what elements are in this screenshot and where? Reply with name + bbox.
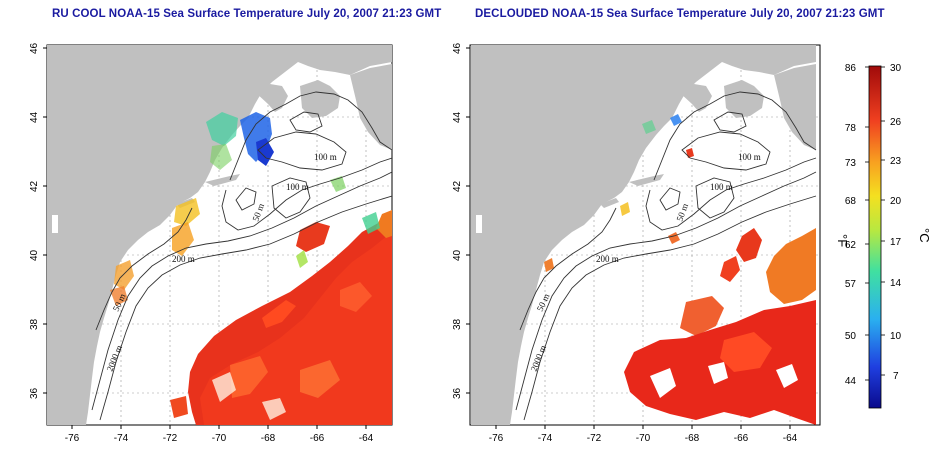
contour-label: 100 m: [286, 182, 309, 192]
fahrenheit-tick-label: 62: [845, 240, 857, 251]
celsius-tick-label: 7: [893, 371, 899, 382]
left-map: 100 m 100 m 50 m 200 m 50 m 2000 m 46 44…: [29, 42, 393, 444]
fahrenheit-unit-label: °F: [835, 234, 850, 247]
lat-tick-label: 42: [29, 180, 40, 192]
lat-tick-label: 38: [452, 318, 463, 330]
lon-tick-label: -76: [489, 433, 504, 444]
lon-tick-label: -64: [359, 433, 374, 444]
lat-tick-label: 44: [29, 111, 40, 123]
lon-tick-label: -68: [261, 433, 276, 444]
right-lat-axis: 46 44 42 40 38 36: [452, 42, 470, 399]
lat-tick-label: 36: [452, 387, 463, 399]
right-lon-axis: -76 -74 -72 -70 -68 -66 -64: [489, 425, 798, 444]
fahrenheit-tick-label: 68: [845, 196, 857, 207]
lat-tick-label: 44: [452, 111, 463, 123]
celsius-tick-label: 20: [890, 196, 902, 207]
lon-tick-label: -72: [163, 433, 178, 444]
lat-tick-label: 40: [29, 249, 40, 261]
lon-tick-label: -74: [114, 433, 129, 444]
celsius-tick-label: 23: [890, 156, 902, 167]
lat-tick-label: 36: [29, 387, 40, 399]
contour-label: 100 m: [710, 182, 733, 192]
right-sst-warm: [544, 228, 816, 425]
celsius-tick-label: 14: [890, 278, 902, 289]
celsius-tick-label: 10: [890, 331, 902, 342]
celsius-unit-label: °C: [917, 228, 932, 243]
left-map-title: RU COOL NOAA-15 Sea Surface Temperature …: [52, 8, 442, 20]
lon-tick-label: -72: [587, 433, 602, 444]
lat-tick-label: 46: [452, 42, 463, 54]
contour-label: 100 m: [738, 152, 761, 162]
lon-tick-label: -68: [685, 433, 700, 444]
lon-tick-label: -66: [734, 433, 749, 444]
celsius-tick-label: 30: [890, 63, 902, 74]
left-sst-warm: [170, 210, 392, 425]
right-sst-cool: [620, 114, 694, 216]
lon-tick-label: -74: [538, 433, 553, 444]
contour-label: 200 m: [172, 254, 195, 264]
lat-tick-label: 40: [452, 249, 463, 261]
right-map-title: DECLOUDED NOAA-15 Sea Surface Temperatur…: [475, 8, 885, 20]
celsius-tick-label: 17: [890, 237, 902, 248]
lat-tick-label: 42: [452, 180, 463, 192]
fahrenheit-tick-label: 44: [845, 376, 857, 387]
lon-tick-label: -70: [212, 433, 227, 444]
celsius-tick-label: 26: [890, 117, 902, 128]
left-lat-axis: 46 44 42 40 38 36: [29, 42, 47, 399]
lon-tick-label: -76: [65, 433, 80, 444]
lon-tick-label: -66: [310, 433, 325, 444]
contour-label: 200 m: [596, 254, 619, 264]
colorbar-gradient: [868, 65, 882, 409]
colorbar-fahrenheit-labels: 86 78 73 68 62 57 50 44 °F: [835, 63, 856, 387]
fahrenheit-tick-label: 86: [845, 63, 857, 74]
right-map: 100 m 100 m 50 m 200 m 50 m 2000 m 46 44…: [452, 42, 821, 444]
contour-label: 100 m: [314, 152, 337, 162]
fahrenheit-tick-label: 78: [845, 123, 857, 134]
colorbar: 86 78 73 68 62 57 50 44 °F 30 26 23 20 1…: [835, 63, 932, 409]
colorbar-ticks: [865, 66, 885, 381]
lat-tick-label: 38: [29, 318, 40, 330]
left-lon-axis: -76 -74 -72 -70 -68 -66 -64: [65, 425, 374, 444]
lon-tick-label: -64: [783, 433, 798, 444]
fahrenheit-tick-label: 57: [845, 279, 857, 290]
lat-tick-label: 46: [29, 42, 40, 54]
lon-tick-label: -70: [636, 433, 651, 444]
fahrenheit-tick-label: 73: [845, 158, 857, 169]
colorbar-celsius-labels: 30 26 23 20 17 14 10 7 °C: [890, 63, 932, 382]
fahrenheit-tick-label: 50: [845, 331, 857, 342]
